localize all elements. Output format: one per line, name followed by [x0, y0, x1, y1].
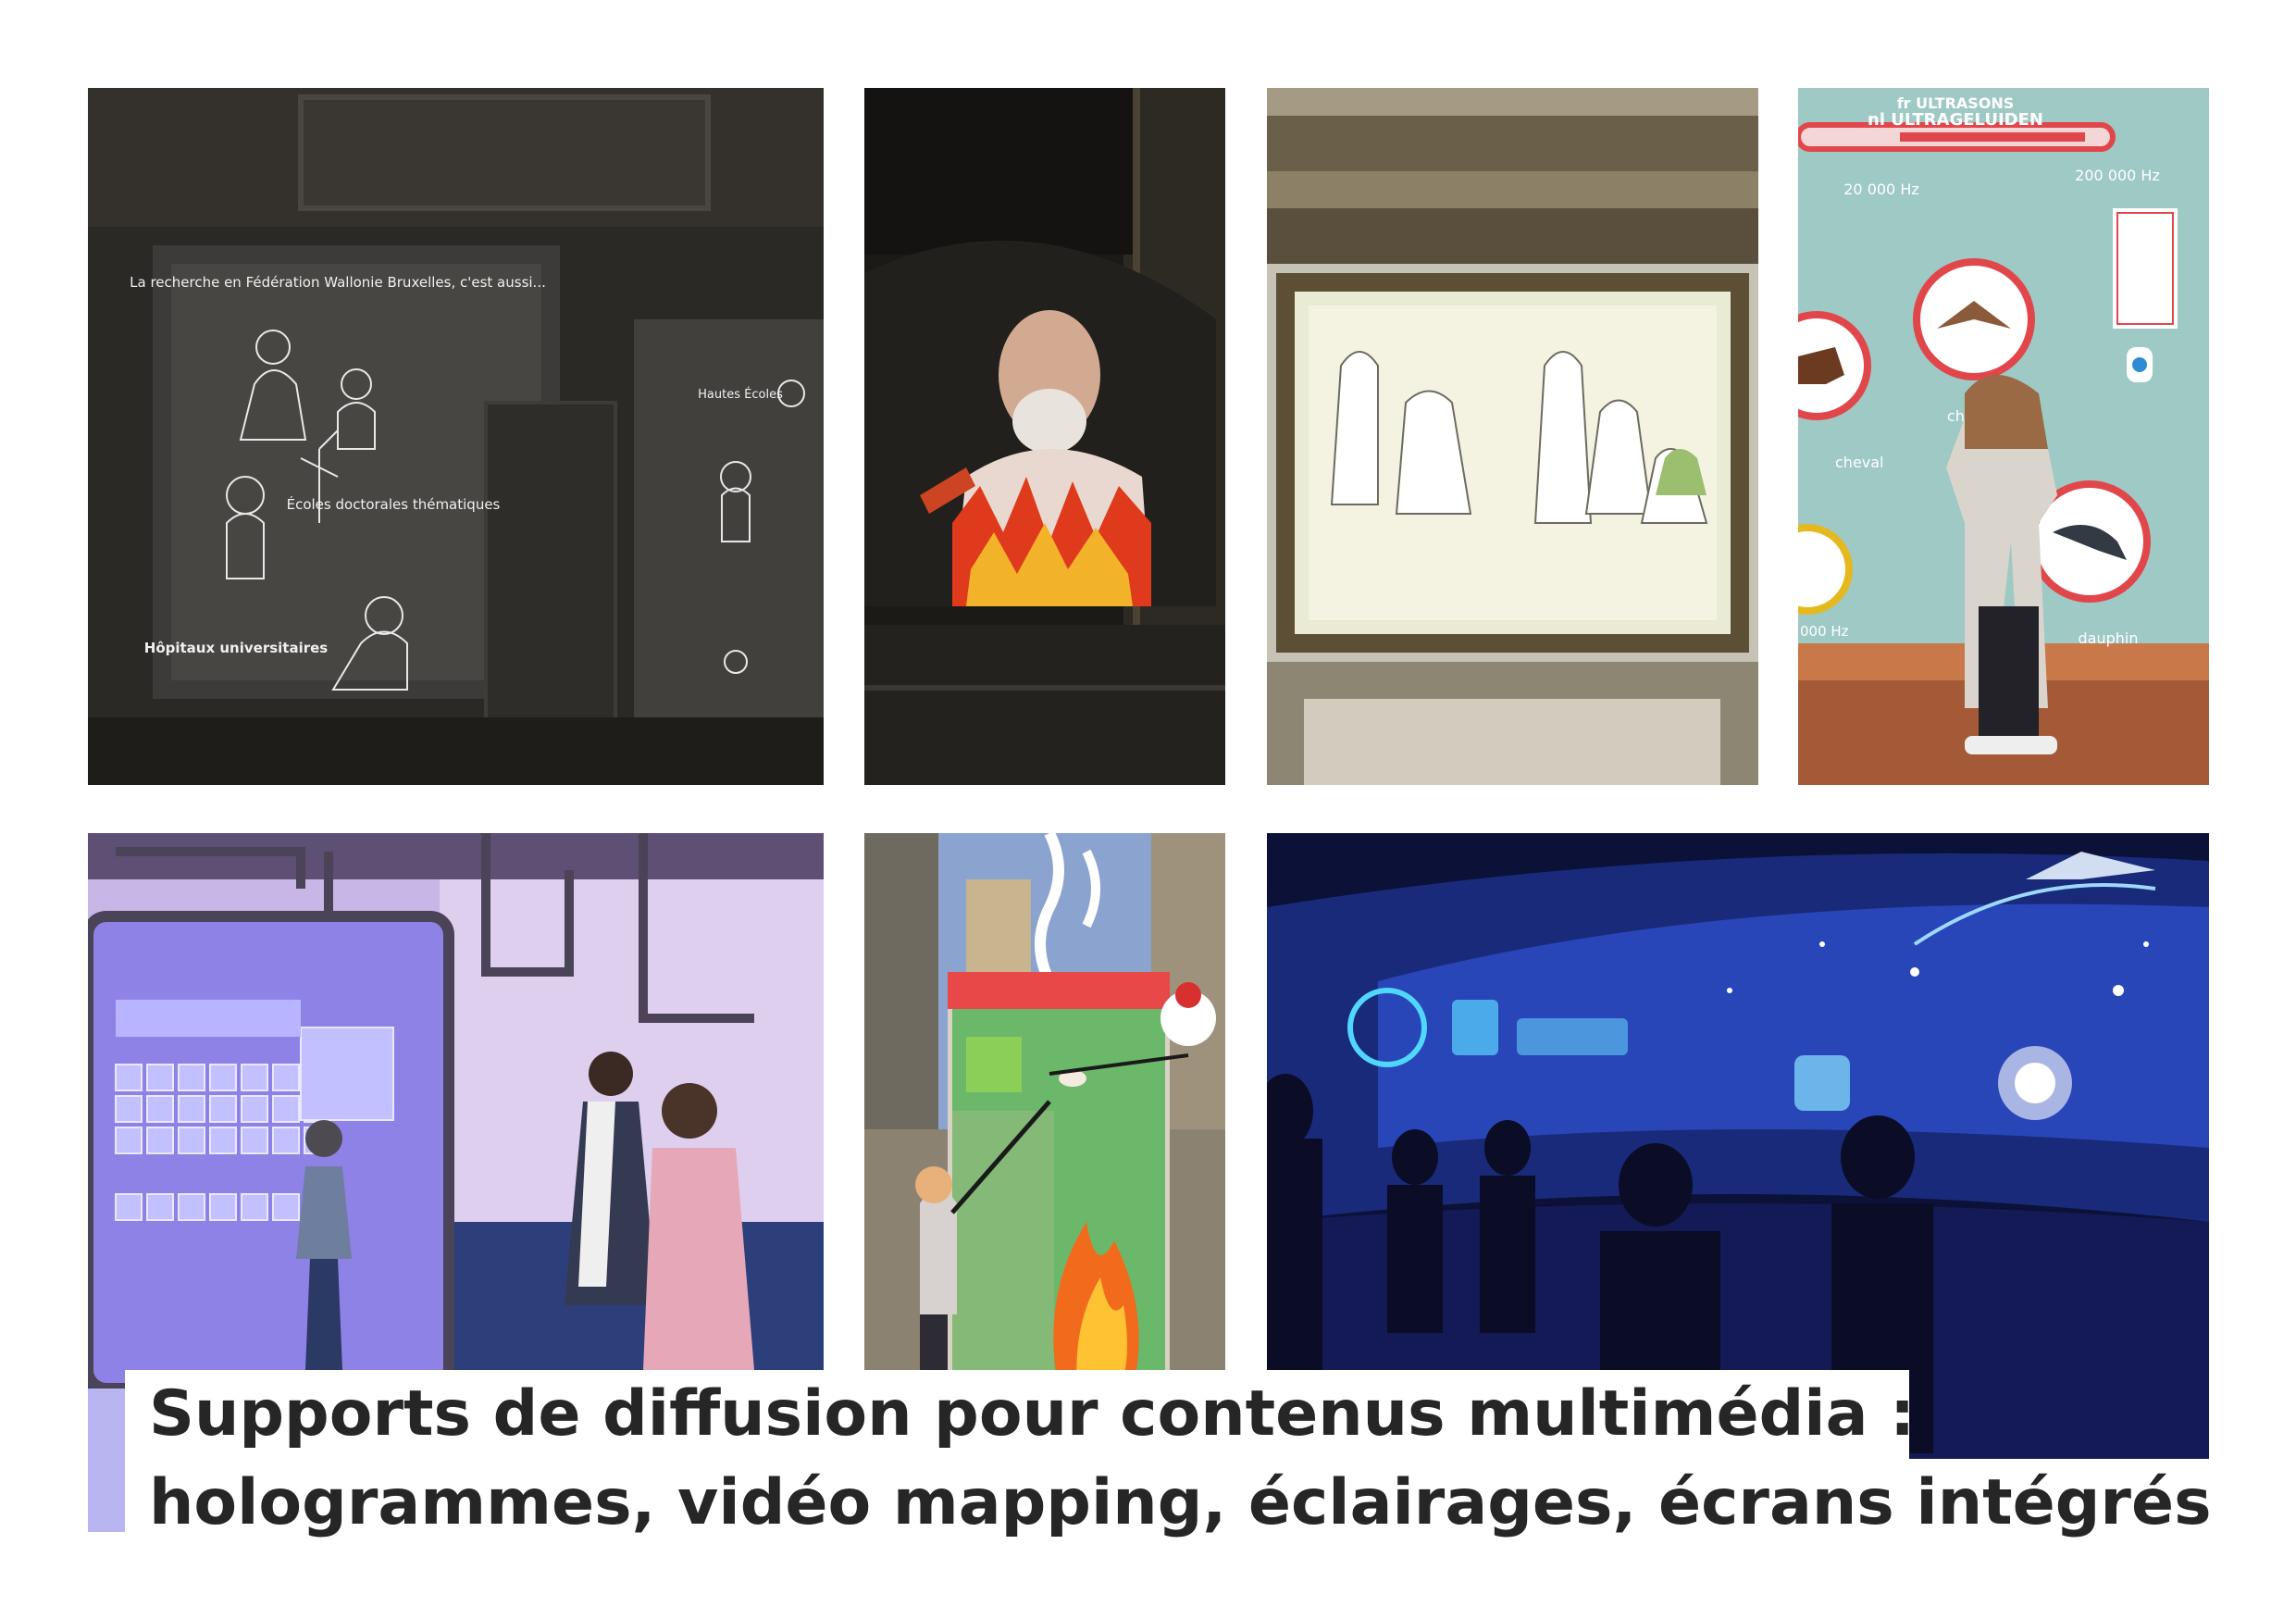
- photo-ultrasons-exhibit: fr ULTRASONS nl ULTRAGELUIDEN 20 000 Hz …: [1798, 88, 2209, 785]
- photo-street-box-mural: [864, 833, 1225, 1532]
- photo-video-mapping-room: La recherche en Fédération Wallonie Brux…: [88, 88, 824, 785]
- animal-label-dauphin: dauphin: [2079, 629, 2139, 647]
- exhibit-title-fr: fr ULTRASONS: [1897, 94, 2015, 112]
- exhibit-title-nl: nl ULTRAGELUIDEN: [1868, 110, 2043, 130]
- projection-label-hautes: Hautes Écoles: [698, 387, 783, 402]
- photo-illuminated-frieze: [1267, 88, 1758, 785]
- animal-label-cheval: cheval: [1835, 454, 1884, 471]
- freq-high-label: 200 000 Hz: [2075, 167, 2160, 184]
- freq-low-label: 20 000 Hz: [1843, 181, 1919, 198]
- projection-label-hopitaux: Hôpitaux universitaires: [144, 640, 329, 656]
- projection-label-ecoles: Écoles doctorales thématiques: [287, 495, 501, 513]
- projection-heading: La recherche en Fédération Wallonie Brux…: [130, 274, 546, 291]
- caption-line-2: hologrammes, vidéo mapping, éclairages, …: [125, 1459, 2212, 1550]
- photo-hologram: [864, 88, 1225, 785]
- freq-bottom-label: 000 Hz: [1800, 623, 1849, 640]
- photo-integrated-screens: [1267, 833, 2209, 1459]
- caption-line-1: Supports de diffusion pour contenus mult…: [125, 1370, 1915, 1461]
